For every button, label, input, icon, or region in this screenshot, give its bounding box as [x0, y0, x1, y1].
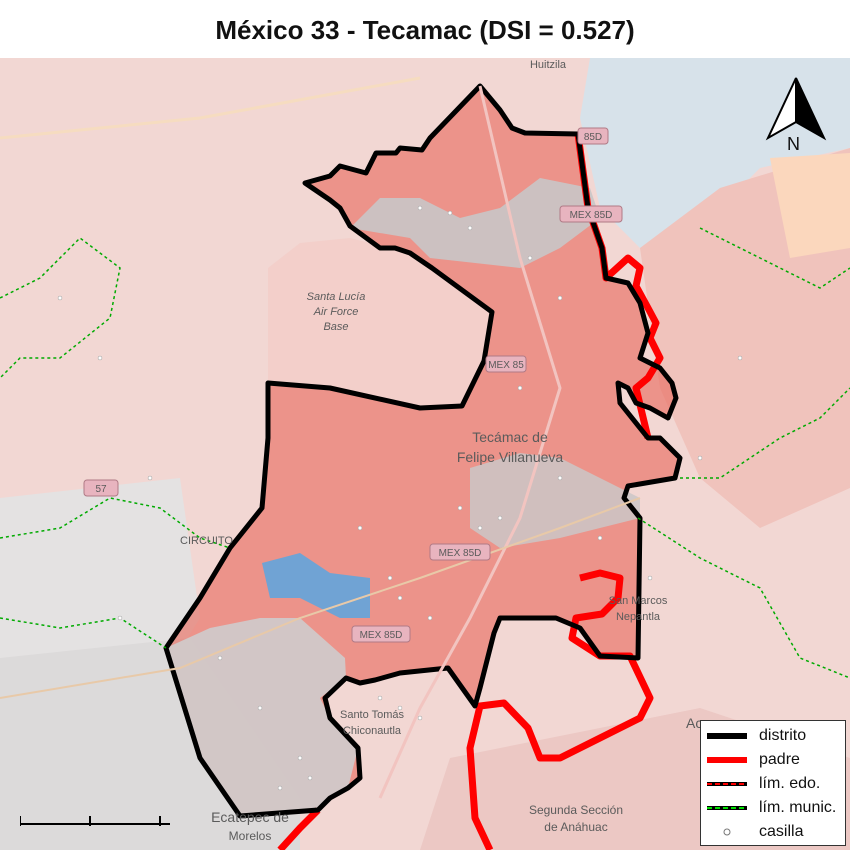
munic-border-1	[0, 237, 121, 379]
north-label: N	[787, 134, 800, 154]
legend-label-lim-edo: lím. edo.	[759, 775, 821, 792]
district-subarea-gray-north	[350, 178, 600, 268]
label-huitzila: Huitzila	[530, 59, 567, 71]
road-3	[0, 497, 641, 699]
district-outline	[163, 83, 683, 819]
label-santo-tomas-1: Santo Tomás	[340, 709, 405, 721]
road-shield-mex85: MEX 85	[485, 355, 527, 373]
legend-swatch-lim-munic	[707, 806, 747, 810]
label-san-marcos-2: Nepantla	[616, 611, 661, 623]
label-segunda-2: de Anáhuac	[544, 820, 607, 834]
road-shield-85d-north: 85D	[577, 127, 609, 145]
label-ecatepec-1: Ecatepec de	[211, 809, 289, 825]
district-subarea-blue	[262, 553, 370, 618]
legend-item-lim-edo: lím. edo.	[705, 773, 820, 795]
scale-bar	[20, 816, 170, 826]
road-shield-mex85d-4: MEX 85D	[351, 625, 411, 643]
label-tecamac-1: Tecámac de	[472, 429, 548, 445]
munic-border-5	[699, 227, 850, 289]
legend-swatch-padre	[707, 757, 747, 763]
hatched-airbase	[268, 238, 492, 408]
legend-item-lim-munic: lím. munic.	[705, 797, 836, 819]
munic-border-2	[0, 497, 231, 549]
label-segunda-1: Segunda Sección	[529, 803, 623, 817]
label-santa-lucia: Santa Lucía	[307, 291, 366, 303]
road-shield-mex85d-3: MEX 85D	[429, 543, 491, 561]
legend-label-distrito: distrito	[759, 727, 807, 744]
legend-swatch-distrito	[707, 733, 747, 739]
legend-swatch-casilla	[723, 828, 731, 836]
legend-swatch-lim-edo	[707, 782, 747, 786]
map-title: México 33 - Tecamac (DSI = 0.527)	[215, 15, 635, 45]
legend-label-casilla: casilla	[759, 823, 804, 840]
label-circuito: CIRCUITO	[180, 535, 233, 547]
munic-border-6	[0, 617, 167, 649]
label-ac: Ac	[686, 715, 702, 731]
svg-text:MEX 85D: MEX 85D	[570, 210, 613, 221]
casilla-points	[57, 205, 743, 791]
svg-text:MEX 85D: MEX 85D	[439, 548, 482, 559]
north-arrow-icon	[765, 77, 827, 141]
road-shield-57: 57	[83, 479, 119, 497]
label-ecatepec-2: Morelos	[229, 829, 272, 843]
legend-label-padre: padre	[759, 751, 800, 768]
orange-region	[770, 153, 850, 258]
svg-text:MEX 85D: MEX 85D	[360, 630, 403, 641]
legend: distrito padre lím. edo. lím. munic.	[700, 720, 846, 846]
label-base: Base	[323, 321, 348, 333]
district-subarea-gray-center	[470, 453, 640, 548]
legend-item-casilla: casilla	[705, 821, 803, 843]
label-air-force: Air Force	[313, 306, 359, 318]
munic-border-4	[637, 517, 850, 679]
road-shield-mex85d-2: MEX 85D	[559, 205, 623, 223]
legend-label-lim-munic: lím. munic.	[759, 799, 837, 816]
parent-outline-south	[466, 569, 654, 850]
svg-text:MEX 85: MEX 85	[488, 360, 524, 371]
munic-border-3	[680, 387, 850, 479]
parent-outline-southwest	[277, 807, 321, 850]
legend-item-distrito: distrito	[705, 725, 806, 747]
district-subarea-gray-south	[166, 618, 358, 816]
road-2	[378, 85, 562, 799]
label-tecamac-2: Felipe Villanueva	[457, 449, 564, 465]
svg-text:57: 57	[95, 484, 107, 495]
legend-item-padre: padre	[705, 749, 800, 771]
svg-text:85D: 85D	[584, 132, 602, 143]
map-frame[interactable]: Huitzila Santa Lucía Air Force Base Tecá…	[0, 58, 850, 850]
label-santo-tomas-2: Chiconautla	[343, 725, 402, 737]
label-san-marcos-1: San Marcos	[609, 595, 668, 607]
road-1	[0, 76, 421, 140]
